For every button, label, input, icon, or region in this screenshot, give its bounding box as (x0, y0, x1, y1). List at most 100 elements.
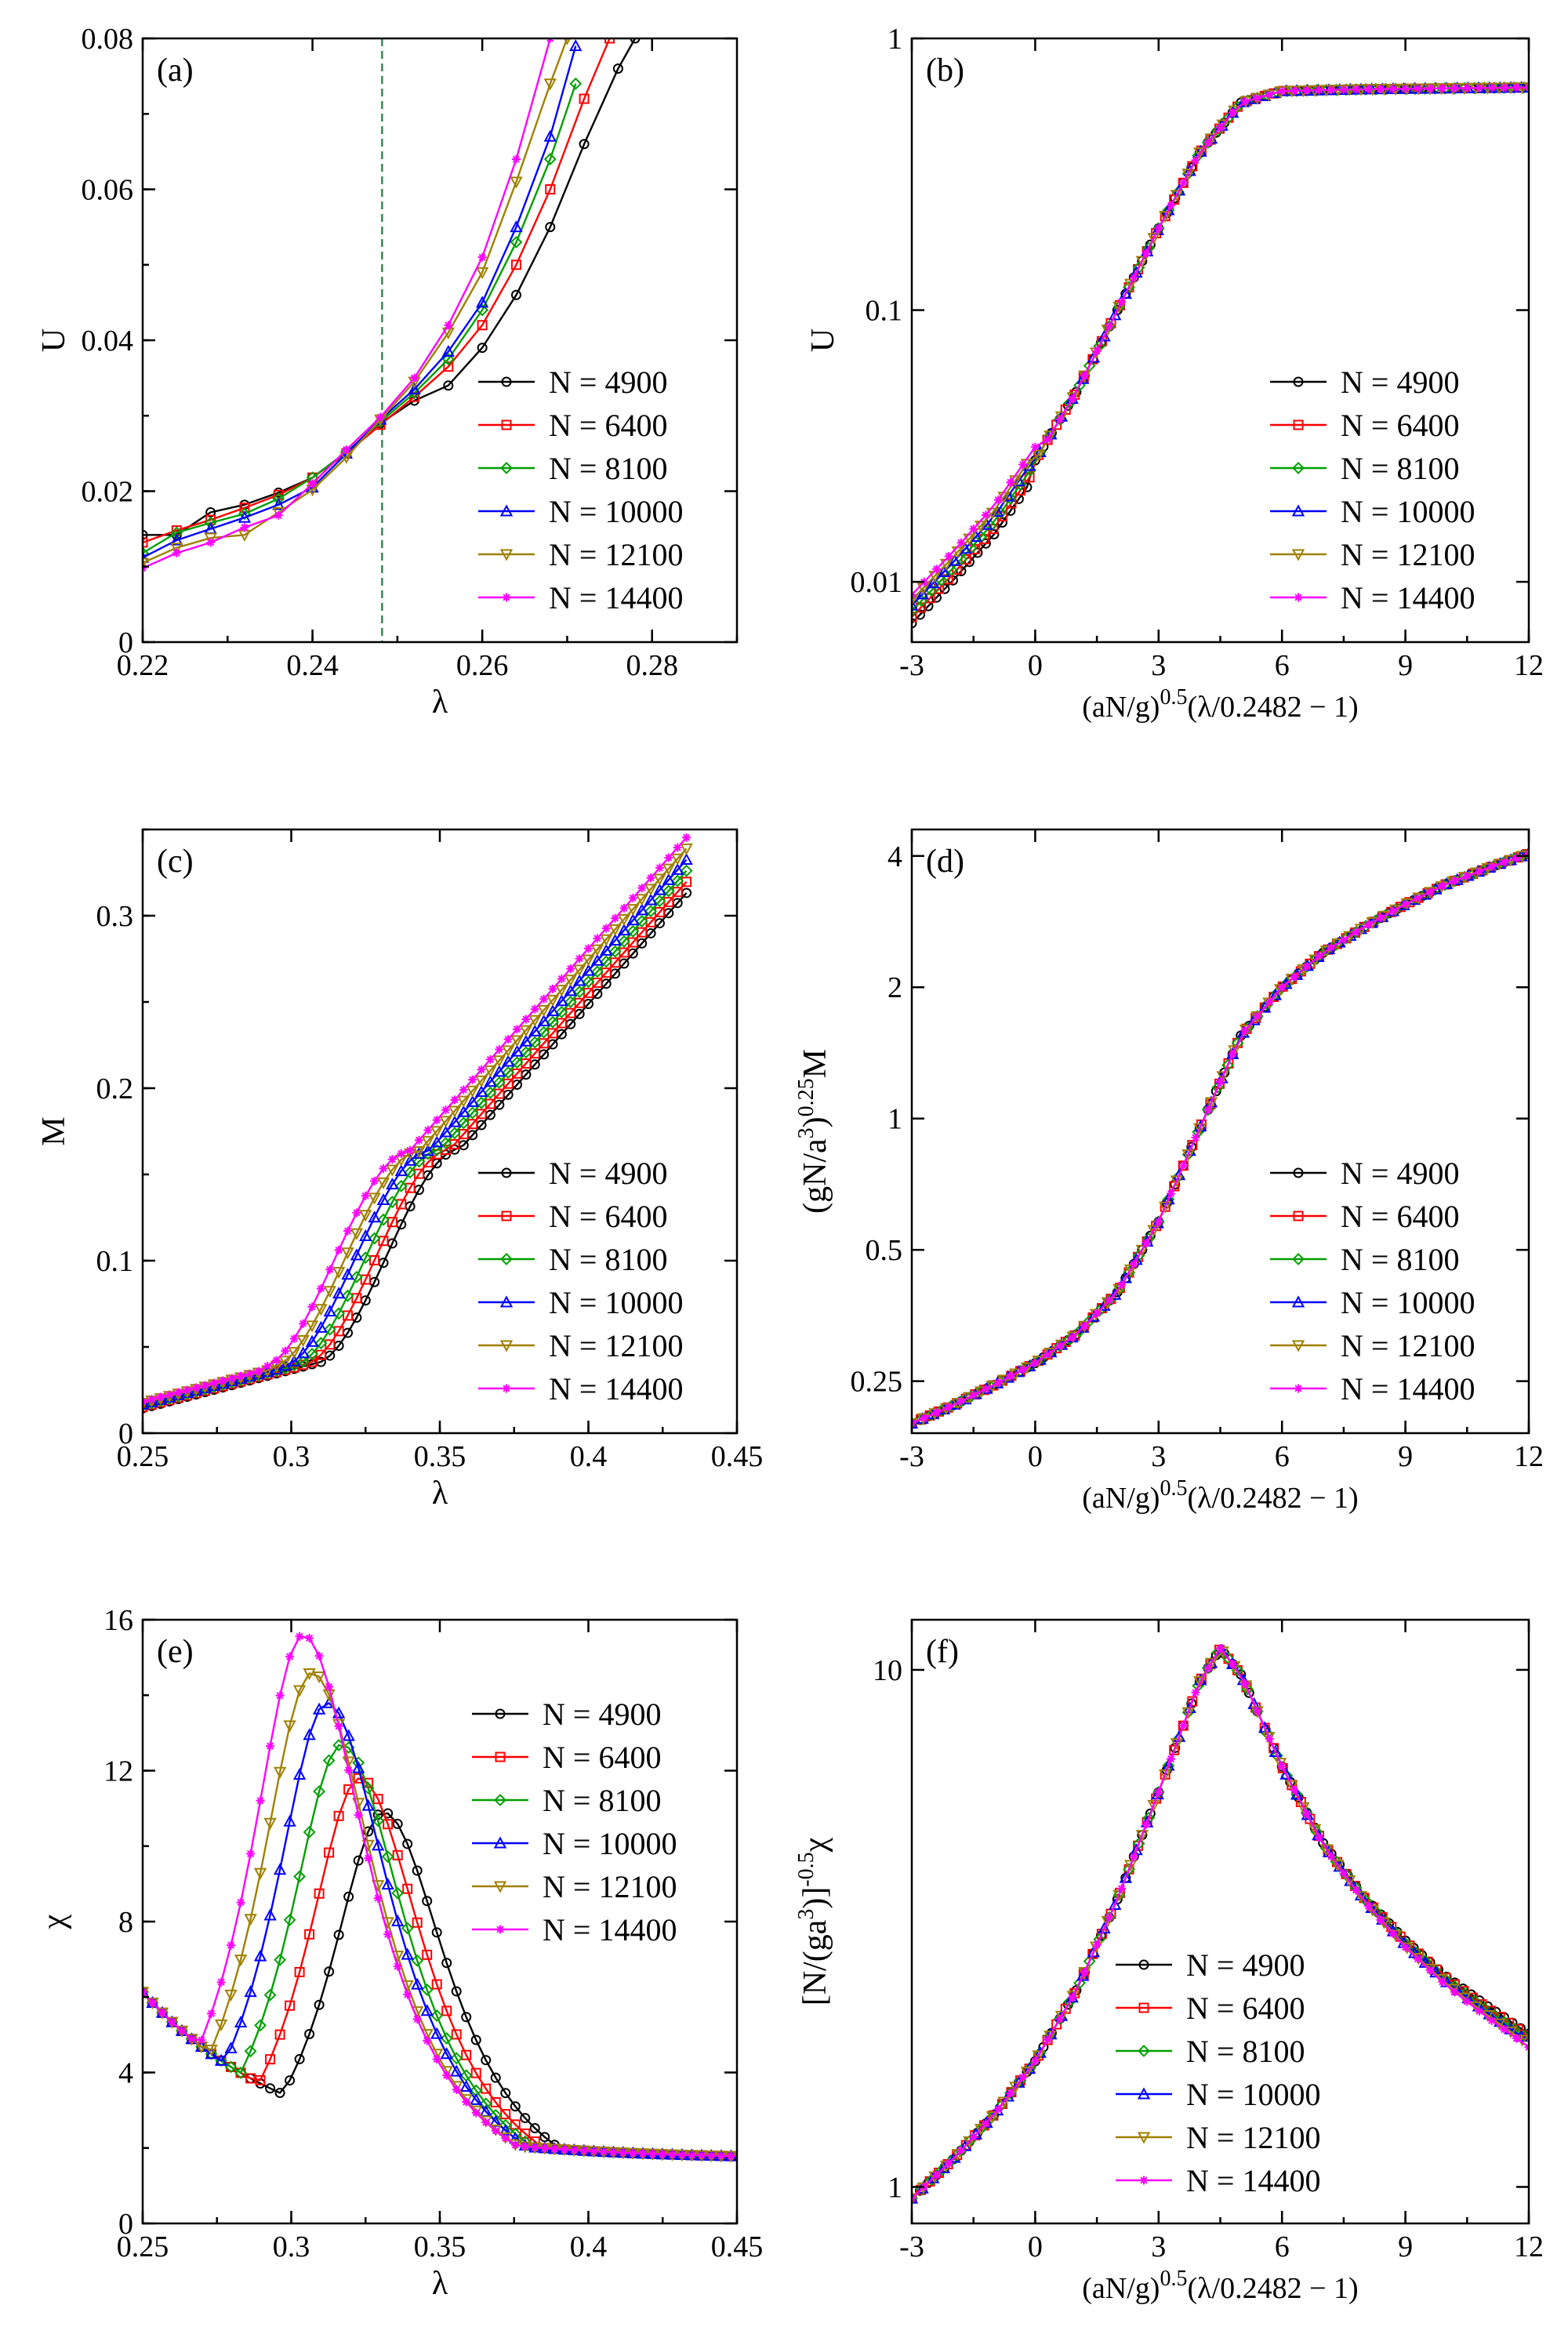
series-line-a-14400 (143, 38, 551, 569)
data-point-c-8100 (564, 996, 577, 1008)
data-point-c-12100 (296, 1334, 310, 1348)
data-point-e-6400 (353, 1773, 364, 1784)
data-point-c-8100 (475, 1096, 488, 1109)
data-point-d-14400 (1487, 862, 1497, 871)
data-point-c-8100 (590, 965, 604, 978)
data-point-c-10000 (572, 974, 586, 986)
data-point-b-14400 (1216, 123, 1225, 132)
data-point-e-10000 (263, 1908, 277, 1921)
data-point-e-8100 (313, 1785, 326, 1798)
panel-f: -3 0 3 6 9 12 1 10 (f) (aN/g)0.5(λ/0.2482 − 1) [N/… (794, 1618, 1544, 2305)
data-point-c-10000 (270, 1363, 283, 1375)
data-point-c-12100 (671, 853, 684, 866)
data-point-c-14400 (236, 1371, 245, 1381)
data-point-a-10000 (408, 382, 421, 395)
legend-label: N = 14400 (1341, 580, 1475, 615)
data-point-d-14400 (1253, 1011, 1262, 1021)
legend-marker (494, 1794, 506, 1806)
data-point-b-14400 (1129, 273, 1138, 282)
data-point-b-14400 (1092, 347, 1102, 356)
data-point-c-10000 (582, 964, 595, 976)
data-point-d-12100 (1193, 1123, 1207, 1135)
data-point-a-4900 (545, 222, 556, 233)
data-point-f-14400 (1203, 1664, 1213, 1673)
data-point-f-12100 (1147, 1799, 1160, 1812)
data-point-e-4900 (324, 1966, 335, 1977)
series-line-f-8100 (912, 1651, 1525, 2199)
data-point-d-12100 (1147, 1225, 1160, 1237)
data-point-c-14400 (227, 1374, 237, 1383)
data-point-d-14400 (969, 1391, 978, 1400)
legend-marker (500, 462, 513, 474)
data-point-c-12100 (528, 1014, 542, 1027)
data-point-c-14400 (530, 1004, 539, 1014)
y-axis-label: (gN/a3)0.25M (794, 1049, 833, 1214)
data-point-f-10000 (1269, 1744, 1282, 1757)
data-point-d-4900 (1186, 1142, 1197, 1152)
data-point-b-4900 (939, 583, 950, 594)
data-point-c-14400 (575, 954, 584, 964)
series-line-f-10000 (912, 1650, 1523, 2199)
data-point-e-10000 (283, 1814, 296, 1827)
data-point-e-12100 (263, 1817, 277, 1830)
data-point-e-14400 (579, 2146, 589, 2155)
data-point-c-14400 (477, 1065, 486, 1074)
legend-d: N = 4900 N = 6400 N = 8100 N = 10000 N = 121… (1270, 1156, 1475, 1406)
data-point-b-10000 (912, 598, 919, 611)
y-tick-label: 10 (873, 1654, 902, 1687)
data-point-c-10000 (555, 994, 568, 1007)
data-point-b-12100 (985, 507, 1000, 520)
data-point-e-4900 (314, 1999, 325, 2010)
data-point-f-14400 (1314, 1833, 1323, 1842)
data-point-c-10000 (537, 1014, 550, 1026)
data-point-f-14400 (1475, 2006, 1484, 2016)
x-tick-label: 3 (1151, 649, 1166, 682)
data-point-c-12100 (537, 1004, 550, 1017)
data-point-e-6400 (451, 2029, 462, 2040)
data-point-c-14400 (495, 1045, 504, 1054)
data-point-b-14400 (1228, 108, 1237, 118)
data-point-e-14400 (275, 1691, 285, 1700)
data-point-f-12100 (1009, 2082, 1022, 2094)
data-point-d-10000 (1258, 1000, 1272, 1013)
data-point-f-14400 (1413, 1955, 1422, 1964)
data-point-c-12100 (323, 1286, 336, 1298)
data-point-d-4900 (1210, 1086, 1221, 1097)
data-point-e-8100 (440, 2032, 453, 2045)
data-point-c-14400 (513, 1025, 522, 1034)
legend-c: N = 4900 N = 6400 N = 8100 N = 10000 N = 121… (478, 1156, 683, 1406)
data-point-f-14400 (1512, 2034, 1521, 2043)
data-point-b-4900 (912, 618, 917, 629)
x-tick-label: 6 (1275, 2230, 1290, 2263)
legend-marker (1138, 2045, 1150, 2057)
data-point-e-14400 (256, 1796, 265, 1806)
data-point-a-14400 (410, 373, 419, 383)
data-point-e-14400 (197, 2035, 206, 2045)
data-point-e-14400 (706, 2151, 716, 2161)
data-point-c-14400 (521, 1014, 531, 1024)
data-point-f-10000 (1247, 1697, 1261, 1709)
data-point-c-8100 (626, 924, 640, 938)
data-point-f-12100 (1170, 1738, 1184, 1751)
data-point-d-12100 (1308, 954, 1322, 967)
data-point-a-8100 (569, 77, 583, 90)
data-point-a-14400 (308, 479, 318, 488)
legend-marker (1294, 1384, 1303, 1393)
data-point-e-4900 (529, 2123, 540, 2134)
data-point-b-10000 (1119, 287, 1133, 299)
data-point-c-14400 (628, 894, 637, 903)
data-point-a-4900 (579, 139, 590, 150)
panel-b: -3 0 3 6 9 12 0.01 0.1 1 (b) (aN/g)0.5(λ/0.2482 − … (805, 23, 1544, 724)
data-point-a-14400 (206, 538, 216, 547)
data-point-c-14400 (173, 1388, 183, 1397)
data-point-f-4900 (1243, 1687, 1254, 1698)
data-point-e-14400 (148, 1998, 158, 2007)
legend-marker (1291, 549, 1305, 561)
series-line-b-8100 (912, 86, 1524, 612)
data-point-c-14400 (334, 1246, 343, 1255)
x-tick-label: 3 (1151, 1440, 1166, 1473)
data-point-e-14400 (521, 2142, 530, 2151)
data-point-e-14400 (246, 1849, 256, 1858)
data-point-b-10000 (990, 505, 1004, 517)
